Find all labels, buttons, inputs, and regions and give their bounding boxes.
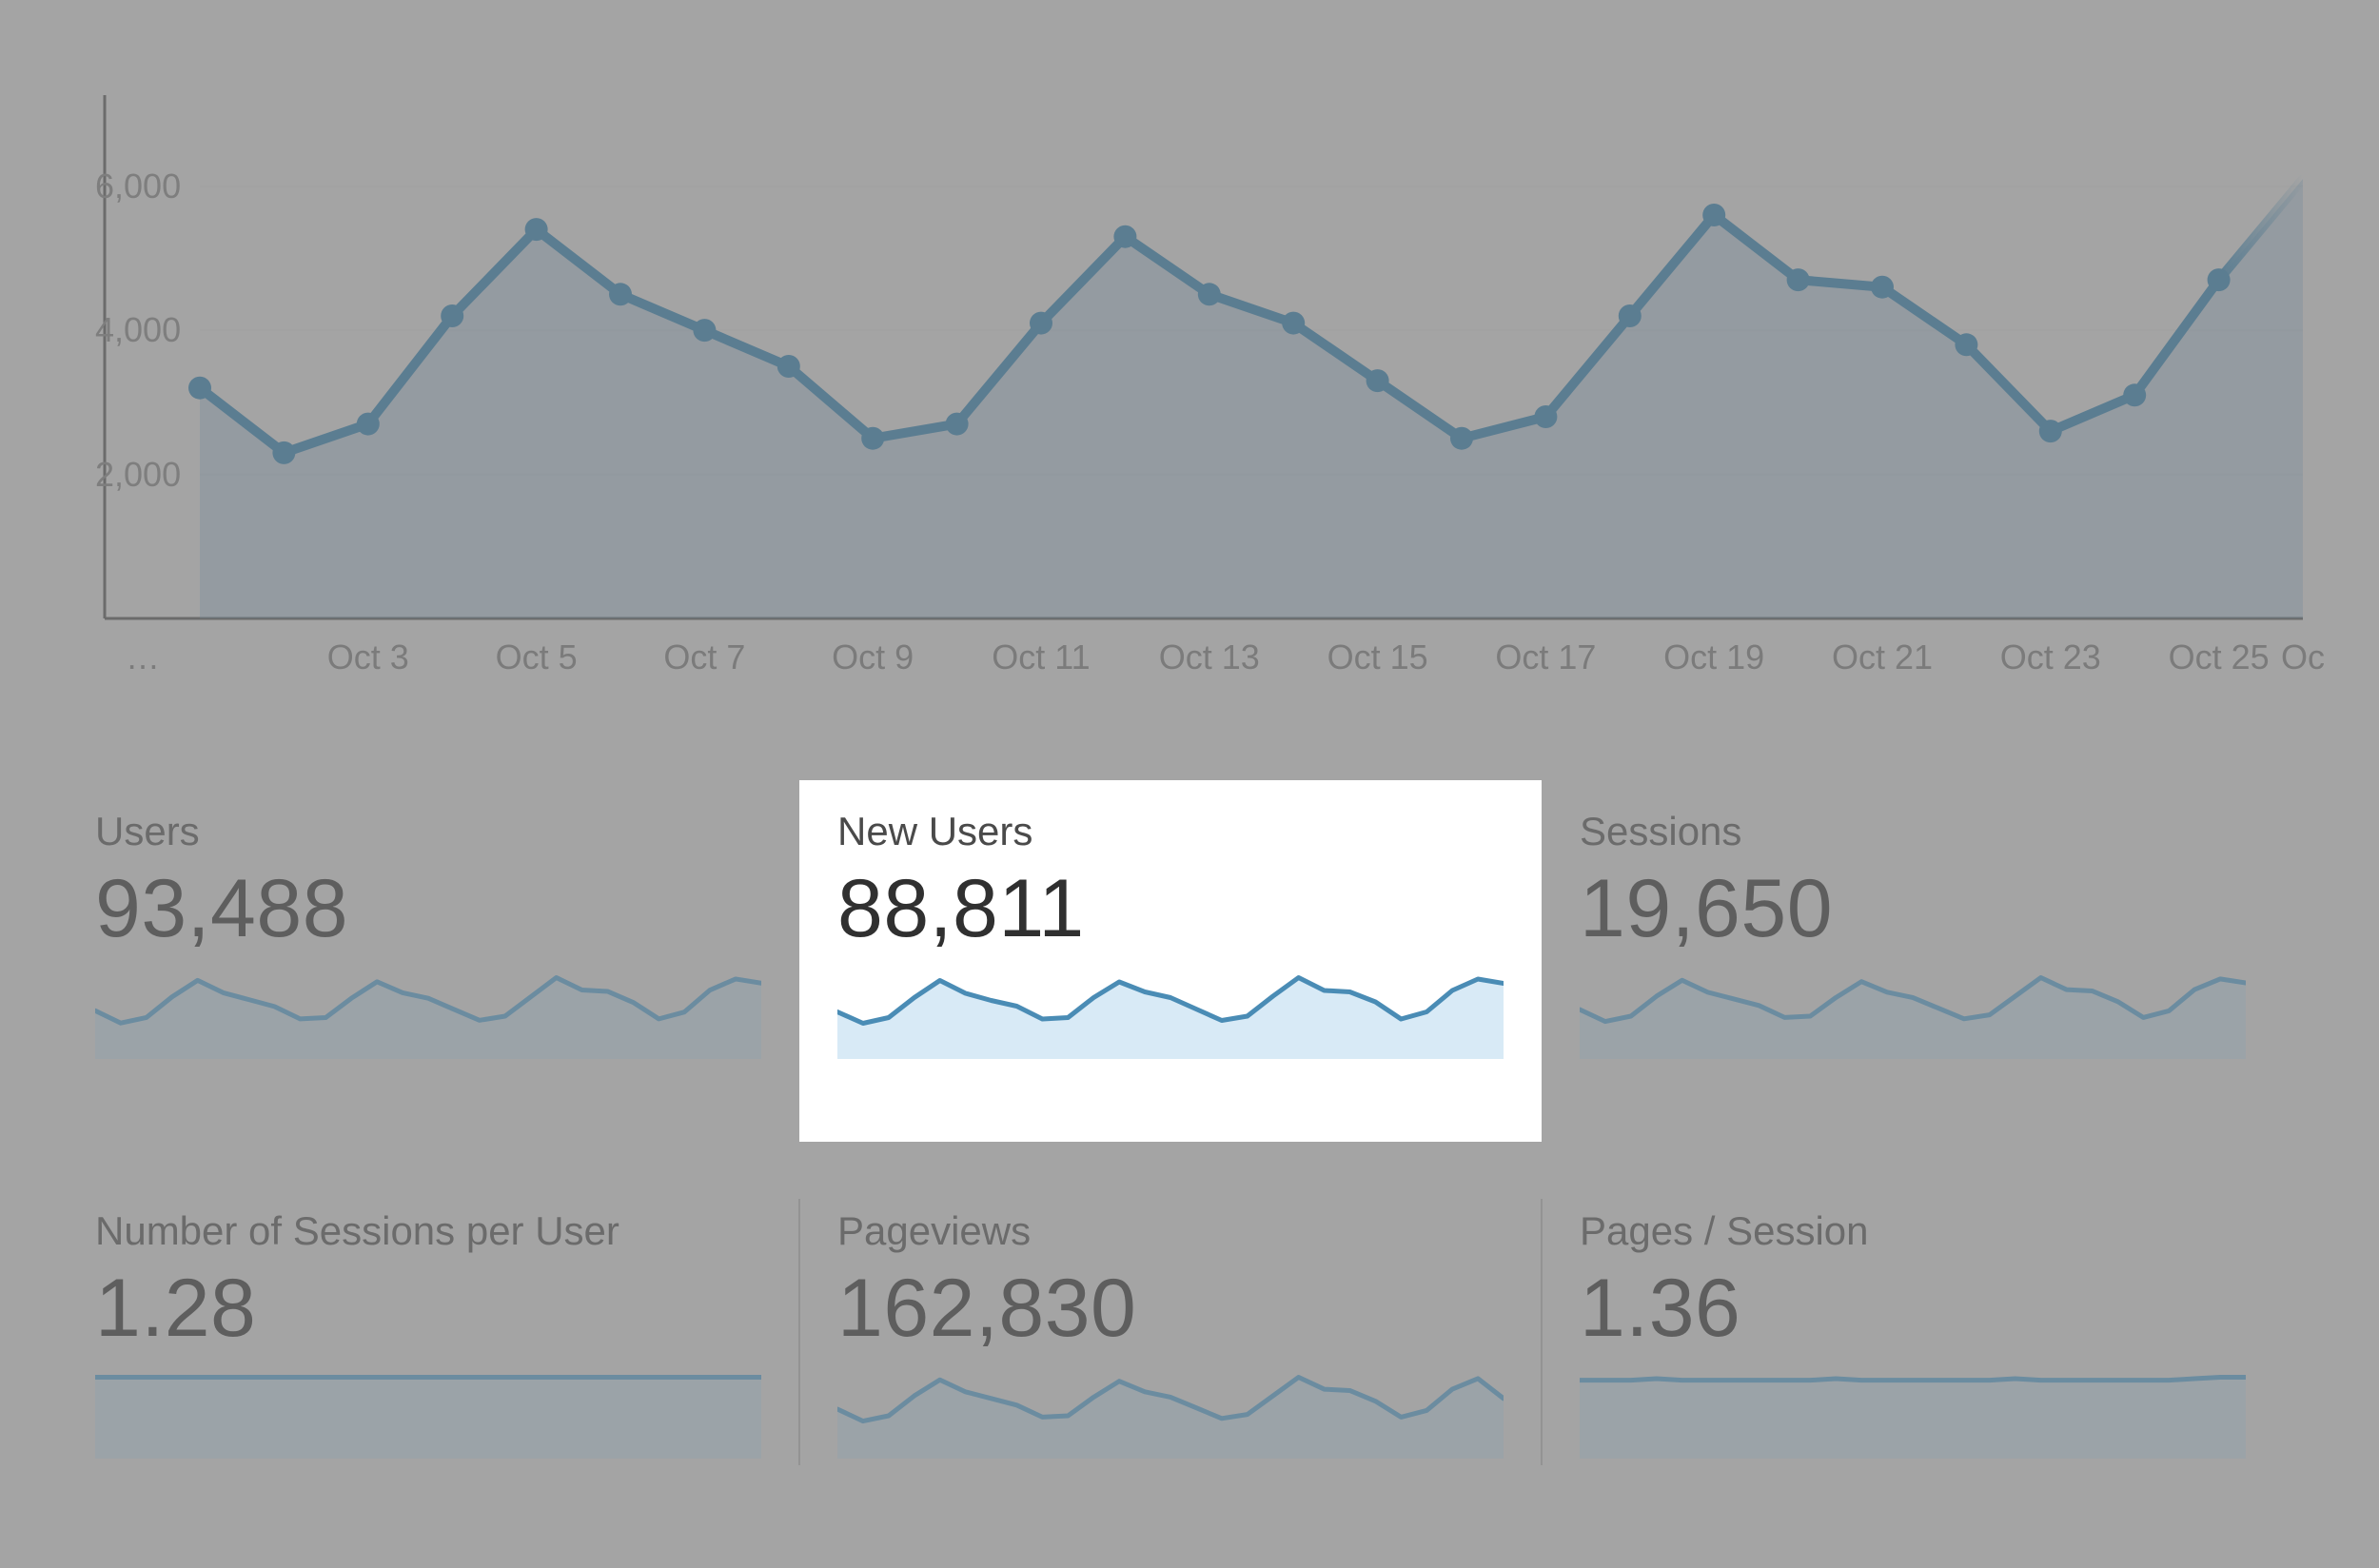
line-area-chart-svg	[76, 76, 2303, 695]
metric-tile-sessions[interactable]: Sessions 19,650	[1542, 780, 2284, 1142]
x-tick-label: Oc	[2281, 637, 2325, 677]
x-axis-labels: … Oct 3 Oct 5 Oct 7 Oct 9 Oct 11 Oct 13 Oct 15 O…	[76, 628, 2303, 695]
sparkline-wrap	[1580, 973, 2255, 1064]
metric-label: New Users	[837, 809, 1513, 854]
sparkline	[95, 1373, 761, 1459]
metric-label: Number of Sessions per User	[95, 1208, 771, 1254]
sparkline	[837, 973, 1504, 1059]
metric-tile-users[interactable]: Users 93,488	[57, 780, 799, 1142]
x-tick-label: …	[126, 637, 160, 677]
metric-value: 1.36	[1580, 1262, 2255, 1356]
x-tick-label: Oct 11	[992, 637, 1090, 677]
x-tick-label: Oct 23	[2000, 637, 2101, 677]
x-tick-label: Oct 17	[1495, 637, 1596, 677]
metric-value: 93,488	[95, 862, 771, 956]
main-audience-chart: 2,000 4,000 6,000 … Oct 3 Oct 5 Oct 7 Oct 9 Oct…	[38, 38, 2341, 714]
sparkline-wrap	[95, 973, 771, 1064]
x-tick-label: Oct 9	[832, 637, 914, 677]
x-tick-label: Oct 13	[1159, 637, 1260, 677]
chart-plot-area: 2,000 4,000 6,000 … Oct 3 Oct 5 Oct 7 Oct 9 Oct…	[76, 76, 2303, 695]
sparkline	[1580, 1373, 2246, 1459]
x-tick-label: Oct 15	[1327, 637, 1428, 677]
metric-tile-pageviews[interactable]: Pageviews 162,830	[799, 1180, 1542, 1465]
sparkline-wrap	[837, 1373, 1513, 1463]
metric-label: Sessions	[1580, 809, 2255, 854]
sparkline	[837, 1373, 1504, 1459]
x-tick-label: Oct 5	[496, 637, 578, 677]
metric-tile-pages-per-session[interactable]: Pages / Session 1.36	[1542, 1180, 2284, 1465]
y-tick-label: 4,000	[95, 310, 181, 350]
metric-label: Users	[95, 809, 771, 854]
metric-tile-new-users[interactable]: New Users 88,811	[799, 780, 1542, 1142]
x-tick-label: Oct 19	[1663, 637, 1764, 677]
x-tick-label: Oct 25	[2169, 637, 2270, 677]
y-tick-label: 2,000	[95, 455, 181, 495]
metric-value: 88,811	[837, 862, 1513, 956]
y-tick-label: 6,000	[95, 167, 181, 206]
sparkline-wrap	[837, 973, 1513, 1064]
metric-value: 1.28	[95, 1262, 771, 1356]
metric-label: Pageviews	[837, 1208, 1513, 1254]
tile-divider	[1541, 1199, 1543, 1465]
tile-divider	[798, 1199, 800, 1465]
sparkline-wrap	[95, 1373, 771, 1463]
metric-label: Pages / Session	[1580, 1208, 2255, 1254]
sparkline	[1580, 973, 2246, 1059]
x-tick-label: Oct 3	[327, 637, 409, 677]
x-tick-label: Oct 7	[663, 637, 745, 677]
metric-tiles-grid: Users 93,488 New Users 88,811 Sessions 19,650…	[57, 780, 2341, 1568]
metric-value: 162,830	[837, 1262, 1513, 1356]
metric-value: 19,650	[1580, 862, 2255, 956]
sparkline	[95, 973, 761, 1059]
metric-tile-sessions-per-user[interactable]: Number of Sessions per User 1.28	[57, 1180, 799, 1465]
x-tick-label: Oct 21	[1832, 637, 1933, 677]
sparkline-wrap	[1580, 1373, 2255, 1463]
